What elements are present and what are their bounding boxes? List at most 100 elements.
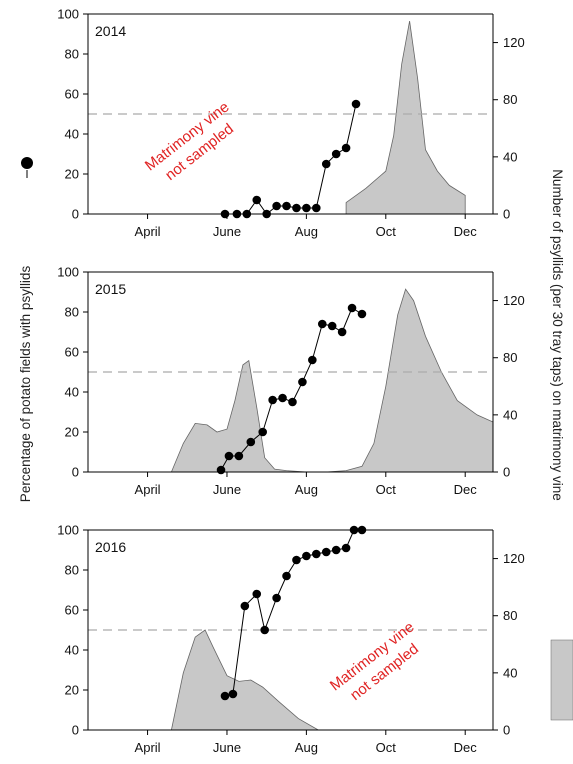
potato-field-point [272,201,281,211]
potato-field-series-line [225,103,357,215]
potato-field-point [312,203,321,213]
x-tick-label: April [135,740,161,755]
potato-field-point [246,437,256,447]
potato-field-point [321,547,331,557]
right-tick-label: 40 [503,665,517,680]
potato-field-point [308,355,317,365]
left-tick-label: 20 [65,425,79,440]
left-tick-label: 0 [72,723,79,738]
potato-field-point [282,571,291,581]
potato-field-point [337,327,347,337]
potato-field-point [341,543,351,553]
potato-field-point [258,427,268,437]
right-tick-label: 40 [503,149,517,164]
x-tick-label: Oct [376,740,397,755]
potato-field-point [312,549,321,559]
potato-field-point [327,321,337,331]
right-tick-label: 120 [503,35,525,50]
potato-field-point [240,601,250,611]
potato-field-point [220,209,230,219]
potato-field-point [317,319,327,329]
panels-container: 0 20 40 60 80 100 0 40 80 120 April June Aug Oct Dec 20… [57,7,524,756]
x-tick-label: Aug [295,740,318,755]
left-tick-label: 100 [57,265,79,280]
right-tick-label: 80 [503,608,517,623]
left-tick-label: 0 [72,465,79,480]
left-tick-label: 40 [65,127,79,142]
x-tick-label: Aug [295,224,318,239]
x-tick-label: April [135,224,161,239]
potato-field-point [268,395,277,405]
right-tick-label: 80 [503,350,517,365]
x-tick-label: June [213,224,241,239]
x-tick-label: June [213,740,241,755]
potato-field-point [272,593,281,603]
potato-field-point [331,149,341,159]
left-tick-label: 80 [65,305,79,320]
x-tick-label: Dec [454,224,478,239]
right-tick-label: 120 [503,551,525,566]
right-tick-label: 0 [503,207,510,222]
potato-field-point [252,589,262,599]
left-tick-label: 60 [65,345,79,360]
left-tick-label: 60 [65,603,79,618]
potato-field-point [278,393,287,403]
x-tick-label: Dec [454,482,478,497]
right-tick-label: 40 [503,407,517,422]
x-tick-label: Aug [295,482,318,497]
right-axis-legend-swatch [550,639,573,721]
left-tick-label: 0 [72,207,79,222]
potato-field-point [347,303,357,313]
potato-field-point [262,209,271,219]
panel-2014: 0 20 40 60 80 100 0 40 80 120 April June Aug Oct Dec 20… [57,7,524,240]
x-tick-label: Dec [454,740,478,755]
left-tick-label: 80 [65,47,79,62]
potato-field-point [341,143,351,153]
potato-field-point [216,465,226,475]
potato-field-point [331,545,341,555]
left-tick-label: 100 [57,523,79,538]
x-tick-label: Oct [376,224,397,239]
potato-field-point [220,691,230,701]
panel-year-label: 2015 [95,281,126,297]
panel-2015: 0 20 40 60 80 100 0 40 80 120 April June Aug Oct Dec 20… [57,265,524,498]
panel-2016: 0 20 40 60 80 100 0 40 80 120 April June Aug Oct Dec 20… [57,523,524,756]
potato-field-point [234,451,244,461]
potato-field-point [260,625,269,635]
not-sampled-annotation: Matrimony vinenot sampled [142,98,245,190]
left-tick-label: 60 [65,87,79,102]
matrimony-vine-psyllid-area [171,288,494,473]
potato-field-point [252,195,262,205]
left-tick-label: 100 [57,7,79,22]
x-tick-label: Oct [376,482,397,497]
potato-field-point [282,201,291,211]
potato-field-point [292,555,301,565]
matrimony-vine-psyllid-area [171,629,320,731]
potato-field-point [302,203,311,213]
right-y-axis-label: Number of psyllids (per 30 tray taps) on… [550,169,565,501]
panel-year-label: 2016 [95,539,126,555]
potato-field-point [302,551,311,561]
potato-field-point [351,99,361,109]
potato-field-point [321,159,331,169]
right-tick-label: 120 [503,293,525,308]
x-tick-label: April [135,482,161,497]
matrimony-vine-psyllid-area [345,21,466,215]
left-tick-label: 80 [65,563,79,578]
right-tick-label: 80 [503,92,517,107]
panel-year-label: 2014 [95,23,126,39]
potato-field-point [242,209,252,219]
potato-field-point [349,525,359,535]
potato-field-point [224,451,234,461]
left-tick-label: 20 [65,683,79,698]
potato-field-point [298,377,307,387]
right-tick-label: 0 [503,465,510,480]
potato-field-point [288,397,297,407]
left-tick-label: 20 [65,167,79,182]
not-sampled-annotation: Matrimony vinenot sampled [327,618,430,710]
potato-field-point [357,525,367,535]
left-axis-legend-marker [21,157,33,169]
potato-field-point [357,309,367,319]
potato-field-point [292,203,301,213]
